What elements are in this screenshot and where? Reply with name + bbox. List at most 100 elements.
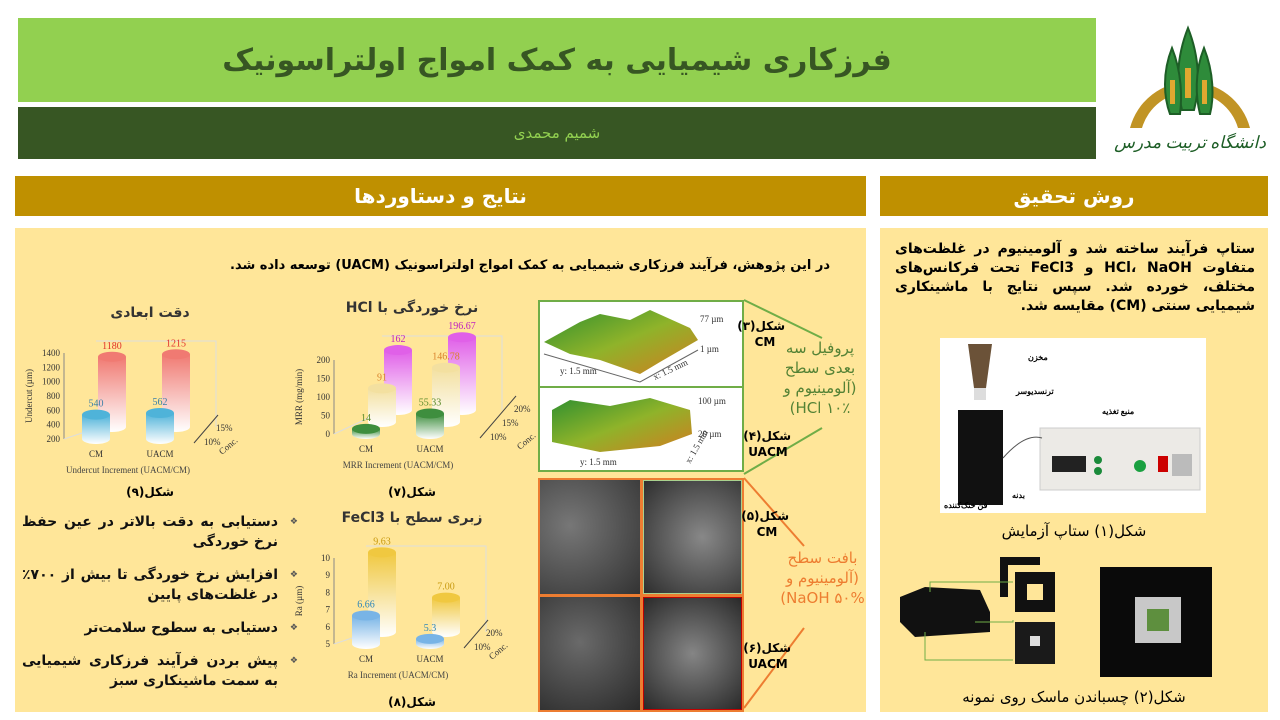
bar-top — [432, 362, 460, 373]
bar-top — [416, 408, 444, 419]
bar-cylinder — [146, 413, 174, 444]
depth-tick-label: 10% — [474, 642, 491, 652]
y-tick-label: 7 — [326, 605, 331, 615]
bar-cylinder — [352, 615, 380, 649]
depth-axis — [463, 619, 489, 649]
data-label: 540 — [89, 399, 104, 410]
x-tick-label: UACM — [416, 444, 443, 454]
z-label: 100 µm — [698, 396, 726, 406]
bar-top — [368, 547, 396, 558]
y-tick-label: 5 — [326, 639, 331, 649]
depth-tick-label: 20% — [486, 628, 503, 638]
method-text: ستاپ فرآیند ساخته شد و آلومینیوم در غلظت… — [895, 241, 1255, 314]
depth-tick-label: 10% — [490, 432, 507, 442]
bar-top — [82, 409, 110, 420]
y-tick-label: 600 — [47, 405, 61, 415]
data-label: 7.00 — [437, 582, 455, 593]
fig5-label: شکل(۵) CM — [741, 509, 789, 539]
y-tick-label: 1200 — [42, 362, 61, 372]
data-label: 14 — [361, 413, 371, 424]
z-label: 20 µm — [698, 429, 721, 439]
x-tick-label: UACM — [146, 449, 173, 459]
results-intro: در این پژوهش، فرآیند فرزکاری شیمیایی به … — [230, 258, 830, 273]
results-heading: نتایج و دستاوردها — [15, 176, 866, 216]
data-label: 1180 — [102, 341, 122, 352]
tank-shape — [968, 344, 992, 388]
data-label: 55.33 — [419, 398, 442, 409]
y-tick-label: 6 — [326, 622, 331, 632]
chart-svg: 0 50 100 150 200 MRR (mg/min) CM UACM MRR Increm… — [294, 321, 538, 470]
chart-caption: شکل(۸) — [388, 695, 436, 709]
bar-cylinder — [432, 597, 460, 637]
sem-callout: بافت سطح (آلومینیوم و NaOH ۵۰%) — [780, 549, 865, 607]
y-tick-label: 0 — [326, 429, 331, 439]
y-tick-label: 9 — [326, 570, 331, 580]
fig6-label: شکل(۶) UACM — [743, 641, 791, 671]
data-label: 1215 — [166, 338, 186, 349]
bar-cylinder — [368, 388, 396, 427]
sem-image-uacm — [540, 596, 640, 710]
z-label: 1 µm — [700, 344, 719, 354]
bar-top — [352, 423, 380, 434]
chart-title: دقت ابعادی — [110, 305, 190, 321]
chart-caption: شکل(۹) — [126, 485, 174, 499]
y-tick-label: 200 — [47, 434, 61, 444]
bar-top — [432, 592, 460, 603]
bar-cylinder — [416, 413, 444, 439]
author-bar: شمیم محمدی — [18, 107, 1096, 159]
data-label: 91 — [377, 372, 387, 383]
depth-axis — [479, 395, 517, 439]
author-name: شمیم محمدی — [513, 124, 601, 142]
x-axis-label: Undercut Increment (UACM/CM) — [66, 465, 190, 475]
y-tick-label: 8 — [326, 587, 331, 597]
sem-image-uacm-zoom — [642, 596, 742, 710]
data-label: 196.67 — [448, 321, 476, 332]
sem-image-cm-zoom — [642, 480, 742, 594]
y-tick-label: 150 — [317, 374, 331, 384]
list-item: پیش بردن فرآیند فرزکاری شیمیایی به سمت م… — [22, 651, 300, 691]
surface-profile-figure: 77 µm 1 µm y: 1.5 mm x: 1.5 mm 100 µm 20… — [538, 300, 744, 472]
y-tick-label: 200 — [317, 355, 331, 365]
poster-title-bar: فرزکاری شیمیایی به کمک امواج اولتراسونیک — [18, 18, 1096, 102]
y-tick-label: 800 — [47, 391, 61, 401]
fig1-caption: شکل(۱) ستاپ آزمایش — [1001, 522, 1147, 540]
list-item: دستیابی به دقت بالاتر در عین حفظ نرخ خور… — [22, 512, 300, 552]
label-tank: مخزن — [1028, 353, 1048, 363]
profile-image-uacm — [552, 398, 692, 452]
chart-title: زبری سطح با FeCl3 — [341, 510, 483, 526]
label-power: منبع تغذیه — [1102, 407, 1134, 417]
depth-tick-label: 10% — [204, 437, 221, 447]
bar-top — [368, 383, 396, 394]
chart-caption: شکل(۷) — [388, 485, 436, 499]
poster-title: فرزکاری شیمیایی به کمک امواج اولتراسونیک — [222, 42, 892, 78]
y-tick-label: 400 — [47, 420, 61, 430]
y-tick-label: 50 — [321, 411, 331, 421]
achievements-list: دستیابی به دقت بالاتر در عین حفظ نرخ خور… — [22, 512, 300, 691]
bar-top — [384, 345, 412, 356]
sem-image-cm — [540, 480, 640, 594]
z-label: 77 µm — [700, 314, 723, 324]
bar-cylinder — [82, 414, 110, 444]
data-label: 5.3 — [424, 623, 437, 634]
method-heading: روش تحقیق — [880, 176, 1268, 216]
x-tick-label: CM — [359, 654, 373, 664]
data-label: 146.78 — [432, 352, 460, 363]
profile-image-cm — [544, 310, 698, 374]
depth-tick-label: 15% — [502, 418, 519, 428]
label-body: بدنه — [1012, 491, 1025, 500]
body-shape — [958, 410, 1003, 505]
data-label: 6.66 — [357, 599, 375, 610]
bar-top — [352, 610, 380, 621]
chart-svg: 200 400 600 800 1000 1200 1400 Undercut (µm) CM U… — [24, 338, 240, 475]
fig4-label: شکل(۴) UACM — [743, 429, 791, 459]
chart-mrr-hcl: نرخ خوردگی با HCl 0 50 100 150 200 MRR (mg/mi… — [292, 300, 538, 499]
y-tick-label: 100 — [317, 392, 331, 402]
chart-dimensional-accuracy: دقت ابعادی 200 400 600 800 1000 1200 1400 Under… — [22, 305, 278, 499]
depth-tick-label: 20% — [514, 404, 531, 414]
label-transducer: ترنسدیوسر — [1015, 387, 1054, 397]
logo-text: دانشگاه تربیت مدرس — [1114, 132, 1266, 153]
list-item: افزایش نرخ خوردگی تا بیش از ۷۰۰٪ در غلظت… — [22, 565, 300, 605]
axis-label: y: 1.5 mm — [560, 366, 597, 376]
x-axis-label: MRR Increment (UACM/CM) — [343, 460, 454, 470]
bar-top — [448, 332, 476, 343]
